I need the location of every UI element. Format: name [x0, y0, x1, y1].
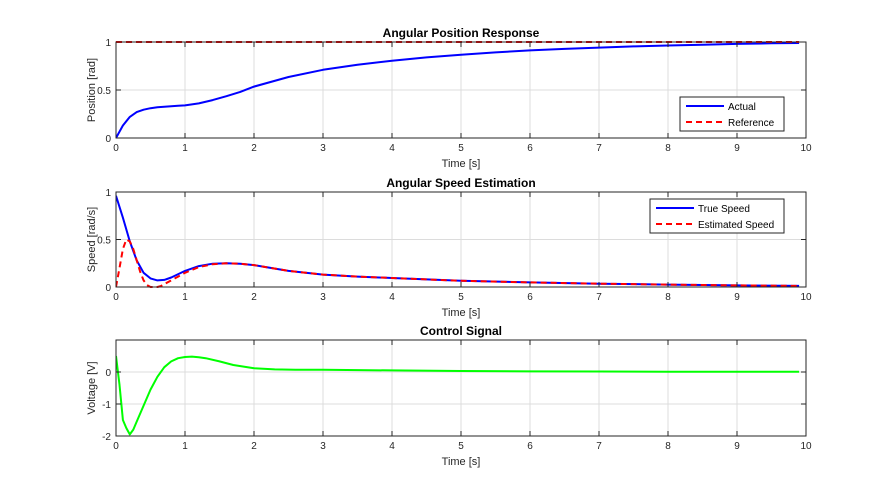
legend-box	[649, 198, 785, 234]
x-tick-label: 10	[800, 292, 812, 303]
x-tick-label: 8	[665, 143, 671, 154]
x-tick-label: 1	[182, 441, 188, 452]
x-tick-label: 6	[527, 441, 533, 452]
x-tick-label: 7	[596, 292, 602, 303]
y-axis-label: Speed [rad/s]	[86, 207, 98, 272]
x-tick-label: 9	[734, 143, 740, 154]
x-tick-label: 3	[320, 292, 326, 303]
x-tick-label: 5	[458, 143, 464, 154]
chart-title: Angular Position Response	[383, 26, 540, 40]
x-tick-label: 7	[596, 441, 602, 452]
x-tick-label: 10	[800, 143, 812, 154]
x-axis-label: Time [s]	[442, 456, 481, 468]
x-tick-label: 2	[251, 292, 257, 303]
legend-label: Actual	[728, 102, 756, 113]
series-line	[116, 355, 800, 436]
legend: True Speed Estimated Speed	[649, 198, 785, 234]
x-tick-label: 2	[251, 441, 257, 452]
x-tick-label: 9	[734, 441, 740, 452]
x-tick-label: 8	[665, 441, 671, 452]
x-tick-label: 4	[389, 292, 395, 303]
x-tick-label: 3	[320, 143, 326, 154]
x-tick-label: 7	[596, 143, 602, 154]
x-axis-label: Time [s]	[442, 307, 481, 319]
x-tick-label: 2	[251, 143, 257, 154]
y-tick-label: -2	[102, 432, 111, 443]
x-tick-label: 10	[800, 441, 812, 452]
x-tick-label: 0	[113, 292, 119, 303]
x-tick-label: 8	[665, 292, 671, 303]
legend-label: Estimated Speed	[698, 220, 774, 231]
legend-box	[679, 96, 785, 132]
x-tick-label: 4	[389, 143, 395, 154]
series-actual	[116, 42, 800, 139]
chart-3: 0 1 2 3 4 5 6 7 8 9 10 -2 -1 0 Control Signal Time [s] V…	[86, 324, 812, 468]
legend: Actual Reference	[679, 96, 785, 132]
y-tick-label: 0	[105, 134, 111, 145]
x-tick-label: 0	[113, 441, 119, 452]
y-axis-label: Position [rad]	[86, 58, 98, 122]
x-tick-label: 6	[527, 143, 533, 154]
y-tick-label: 0	[105, 368, 111, 379]
chart-1: 0 1 2 3 4 5 6 7 8 9 10 0 0.5 1 Angular Position Respon…	[86, 26, 812, 170]
x-tick-label: 0	[113, 143, 119, 154]
x-tick-label: 1	[182, 143, 188, 154]
x-tick-label: 5	[458, 292, 464, 303]
y-tick-label: 0.5	[97, 86, 111, 97]
y-tick-label: -1	[102, 400, 111, 411]
y-tick-label: 0.5	[97, 236, 111, 247]
x-axis-label: Time [s]	[442, 158, 481, 170]
chart-2: 0 1 2 3 4 5 6 7 8 9 10 0 0.5 1 Angular Speed Estimatio…	[86, 176, 812, 319]
series-estimated-speed	[116, 238, 800, 288]
x-tick-label: 1	[182, 292, 188, 303]
x-tick-label: 4	[389, 441, 395, 452]
legend-label: Reference	[728, 118, 775, 129]
y-tick-label: 1	[105, 188, 111, 199]
chart-title: Control Signal	[420, 324, 502, 338]
y-tick-label: 1	[105, 38, 111, 49]
y-axis-label: Voltage [V]	[86, 361, 98, 414]
legend-label: True Speed	[698, 204, 750, 215]
y-tick-label: 0	[105, 283, 111, 294]
x-tick-label: 3	[320, 441, 326, 452]
chart-title: Angular Speed Estimation	[386, 176, 535, 190]
x-tick-label: 6	[527, 292, 533, 303]
x-tick-label: 5	[458, 441, 464, 452]
x-tick-label: 9	[734, 292, 740, 303]
